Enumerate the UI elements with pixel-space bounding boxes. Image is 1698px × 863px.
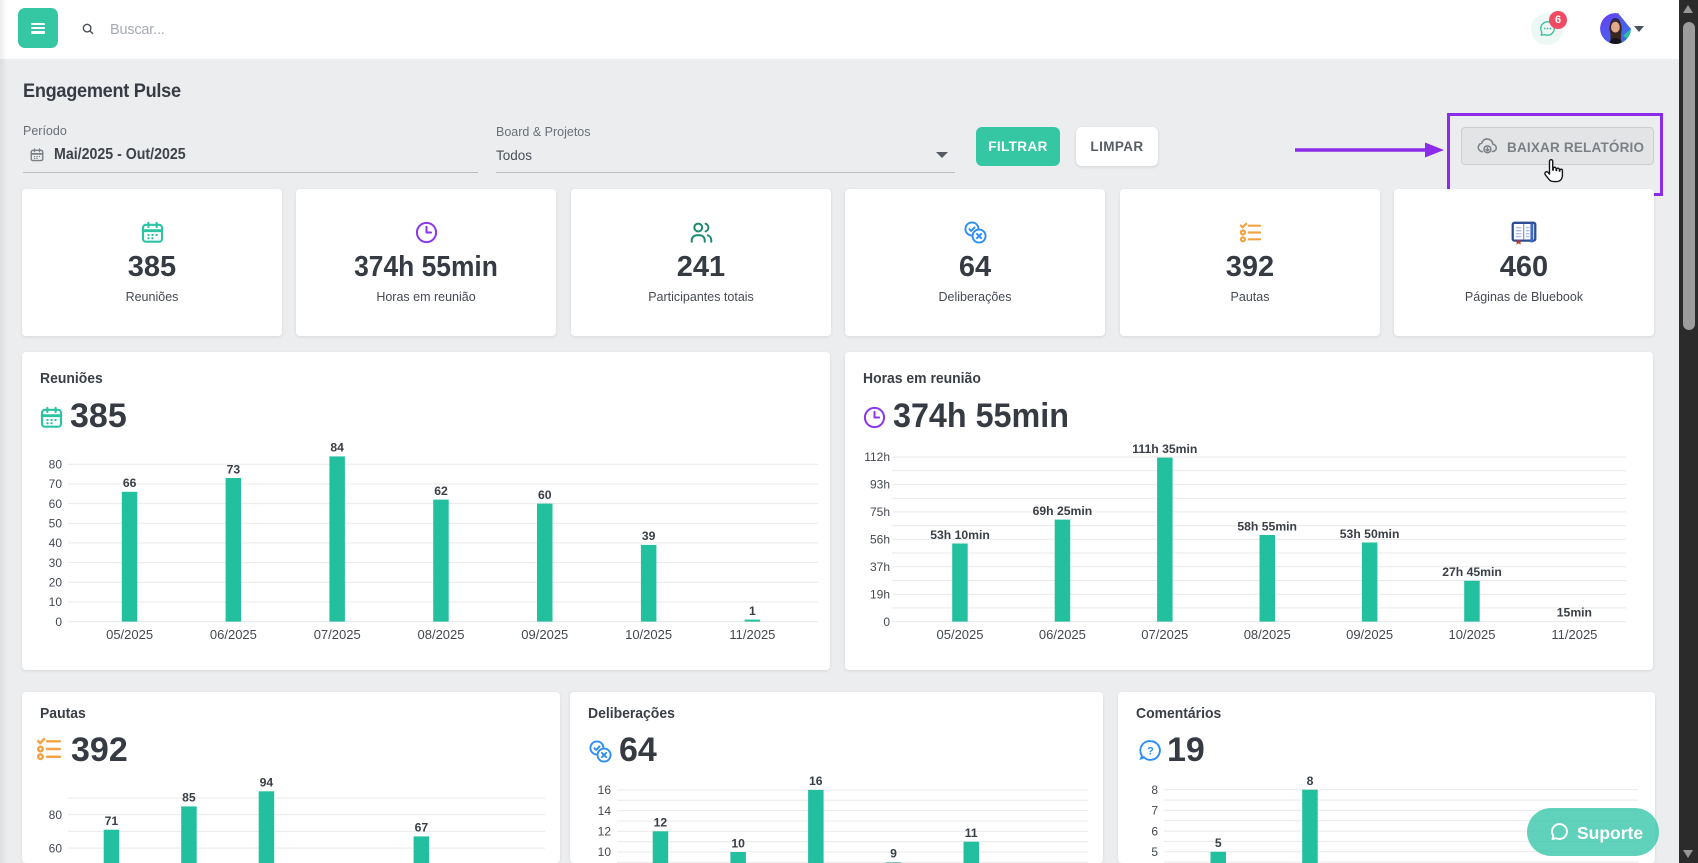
svg-text:10: 10 [49,595,63,609]
svg-text:08/2025: 08/2025 [418,627,465,642]
svg-text:5: 5 [1151,845,1158,859]
svg-text:0: 0 [55,615,62,629]
svg-text:05/2025: 05/2025 [937,627,984,642]
svg-text:80: 80 [49,457,63,471]
svg-text:9: 9 [890,847,897,861]
svg-text:53h 50min: 53h 50min [1340,527,1400,541]
svg-text:10/2025: 10/2025 [625,627,672,642]
svg-text:94: 94 [260,776,274,790]
svg-text:53h 10min: 53h 10min [930,528,990,542]
svg-text:6: 6 [1151,824,1158,838]
svg-text:93h: 93h [870,478,890,492]
svg-text:15min: 15min [1557,606,1592,620]
svg-text:20: 20 [49,576,63,590]
svg-text:66: 66 [123,476,137,490]
svg-text:39: 39 [642,529,656,543]
svg-text:06/2025: 06/2025 [210,627,257,642]
svg-text:56h: 56h [870,533,890,547]
svg-text:30: 30 [49,556,63,570]
svg-text:50: 50 [49,516,63,530]
svg-text:07/2025: 07/2025 [314,627,361,642]
svg-text:8: 8 [1151,783,1158,797]
svg-text:85: 85 [182,791,196,805]
svg-text:75h: 75h [870,505,890,519]
svg-text:60: 60 [49,497,63,511]
svg-text:70: 70 [49,477,63,491]
svg-text:37h: 37h [870,560,890,574]
svg-text:8: 8 [1307,774,1314,788]
svg-text:10: 10 [598,845,612,859]
svg-text:10: 10 [731,836,745,850]
svg-text:14: 14 [598,804,612,818]
svg-text:11/2025: 11/2025 [729,627,775,642]
svg-text:11: 11 [965,826,978,840]
svg-text:60: 60 [49,841,63,855]
svg-text:10/2025: 10/2025 [1449,627,1496,642]
svg-text:12: 12 [654,816,668,830]
svg-text:0: 0 [883,615,890,629]
svg-text:?: ? [1147,746,1154,758]
svg-text:58h 55min: 58h 55min [1237,519,1297,533]
svg-text:07/2025: 07/2025 [1141,627,1188,642]
svg-text:19h: 19h [870,587,890,601]
svg-text:111h 35min: 111h 35min [1132,442,1197,456]
svg-text:27h 45min: 27h 45min [1442,565,1502,579]
svg-text:80: 80 [49,808,63,822]
svg-text:08/2025: 08/2025 [1244,627,1291,642]
svg-text:62: 62 [434,484,448,498]
svg-text:40: 40 [49,536,63,550]
svg-text:09/2025: 09/2025 [521,627,568,642]
svg-text:7: 7 [1151,804,1158,818]
svg-text:16: 16 [809,774,823,788]
svg-text:12: 12 [598,825,612,839]
svg-text:69h 25min: 69h 25min [1033,504,1093,518]
svg-text:09/2025: 09/2025 [1346,627,1393,642]
svg-text:11/2025: 11/2025 [1551,627,1597,642]
svg-text:84: 84 [330,441,344,455]
svg-text:16: 16 [598,783,612,797]
svg-text:71: 71 [105,814,119,828]
svg-text:67: 67 [415,821,429,835]
svg-text:1: 1 [749,604,756,618]
svg-text:112h: 112h [864,450,890,464]
svg-text:5: 5 [1215,836,1222,850]
svg-text:73: 73 [227,462,241,476]
svg-text:05/2025: 05/2025 [106,627,153,642]
svg-text:06/2025: 06/2025 [1039,627,1086,642]
svg-text:60: 60 [538,488,552,502]
